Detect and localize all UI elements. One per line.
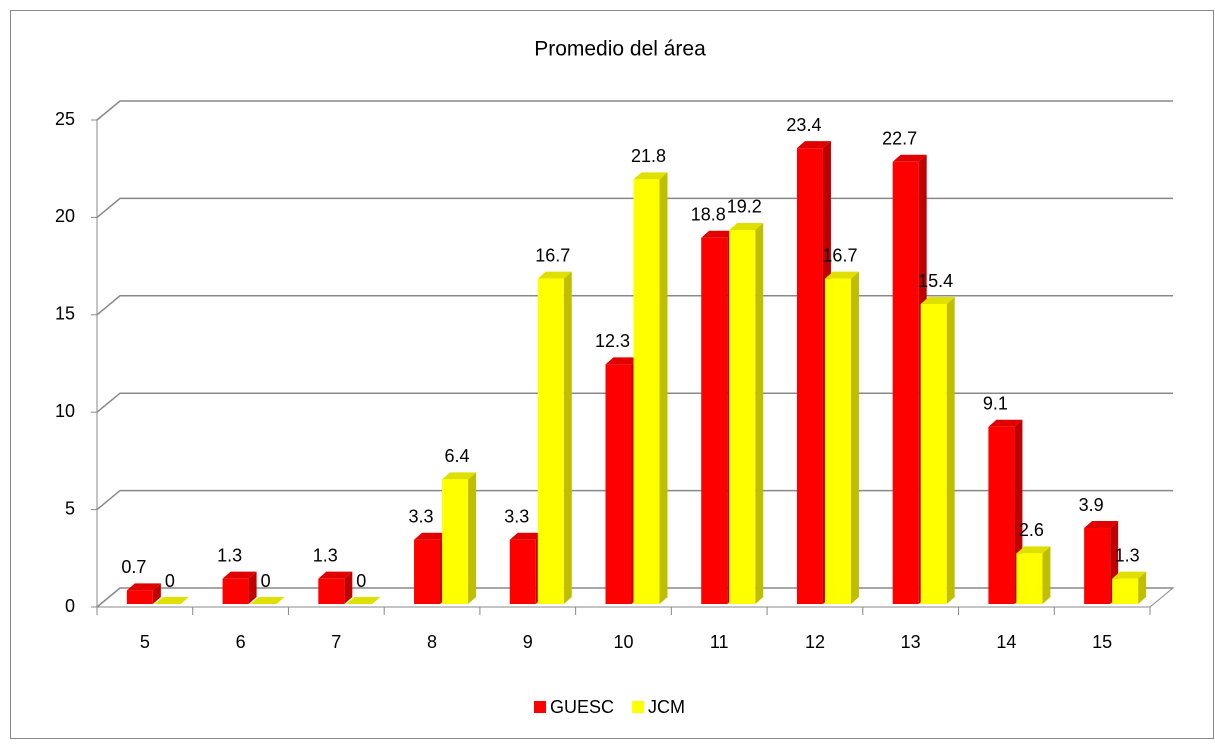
data-label: 0 bbox=[261, 571, 271, 591]
y-tick-label: 25 bbox=[55, 109, 75, 129]
data-label: 3.3 bbox=[409, 506, 434, 526]
y-tick-label: 10 bbox=[55, 401, 75, 421]
x-tick-label: 14 bbox=[996, 632, 1016, 652]
x-tick-label: 7 bbox=[331, 632, 341, 652]
data-label: 0 bbox=[165, 571, 175, 591]
data-label: 1.3 bbox=[217, 545, 242, 565]
y-tick-label: 5 bbox=[65, 498, 75, 518]
legend-label: JCM bbox=[648, 697, 685, 717]
bar bbox=[154, 597, 189, 604]
data-label: 16.7 bbox=[535, 245, 570, 265]
bar bbox=[250, 597, 285, 604]
data-label: 16.7 bbox=[822, 245, 857, 265]
legend-label: GUESC bbox=[550, 697, 614, 717]
bar bbox=[796, 141, 831, 604]
x-tick-label: 6 bbox=[236, 632, 246, 652]
x-tick-label: 13 bbox=[901, 632, 921, 652]
bar bbox=[988, 419, 1023, 604]
bar bbox=[1084, 521, 1119, 604]
y-tick-label: 15 bbox=[55, 304, 75, 324]
data-label: 18.8 bbox=[691, 205, 726, 225]
data-label: 0 bbox=[356, 571, 366, 591]
legend-swatch bbox=[534, 701, 546, 713]
data-label: 1.3 bbox=[313, 545, 338, 565]
bar bbox=[729, 222, 764, 604]
bar bbox=[346, 597, 381, 604]
legend-swatch bbox=[632, 701, 645, 713]
data-label: 12.3 bbox=[595, 331, 630, 351]
bar bbox=[318, 571, 353, 604]
data-label: 23.4 bbox=[786, 115, 821, 135]
x-tick-label: 11 bbox=[710, 632, 729, 652]
bar bbox=[824, 271, 859, 604]
bar bbox=[222, 571, 257, 604]
data-label: 2.6 bbox=[1019, 520, 1044, 540]
data-label: 0.7 bbox=[121, 557, 146, 577]
bar bbox=[1112, 571, 1147, 604]
bar bbox=[920, 297, 955, 604]
data-label: 9.1 bbox=[983, 393, 1008, 413]
data-label: 22.7 bbox=[882, 129, 917, 149]
x-tick-label: 9 bbox=[523, 632, 533, 652]
y-tick-label: 20 bbox=[55, 206, 75, 226]
data-label: 19.2 bbox=[727, 197, 762, 217]
chart-title: Promedio del área bbox=[534, 38, 706, 61]
data-label: 21.8 bbox=[631, 146, 666, 166]
x-tick-label: 15 bbox=[1092, 632, 1112, 652]
bar bbox=[126, 583, 161, 604]
data-label: 1.3 bbox=[1115, 545, 1140, 565]
bar bbox=[537, 271, 572, 604]
data-label: 6.4 bbox=[445, 446, 470, 466]
x-tick-label: 5 bbox=[140, 632, 150, 652]
x-tick-label: 10 bbox=[613, 632, 633, 652]
bar bbox=[1016, 546, 1051, 604]
x-tick-label: 12 bbox=[805, 632, 825, 652]
bar bbox=[442, 472, 477, 604]
data-label: 15.4 bbox=[918, 271, 953, 291]
data-label: 3.9 bbox=[1079, 495, 1104, 515]
bar bbox=[633, 172, 668, 604]
x-tick-label: 8 bbox=[427, 632, 437, 652]
data-label: 3.3 bbox=[504, 506, 529, 526]
y-tick-label: 0 bbox=[65, 596, 75, 616]
grid-line bbox=[96, 100, 1173, 121]
